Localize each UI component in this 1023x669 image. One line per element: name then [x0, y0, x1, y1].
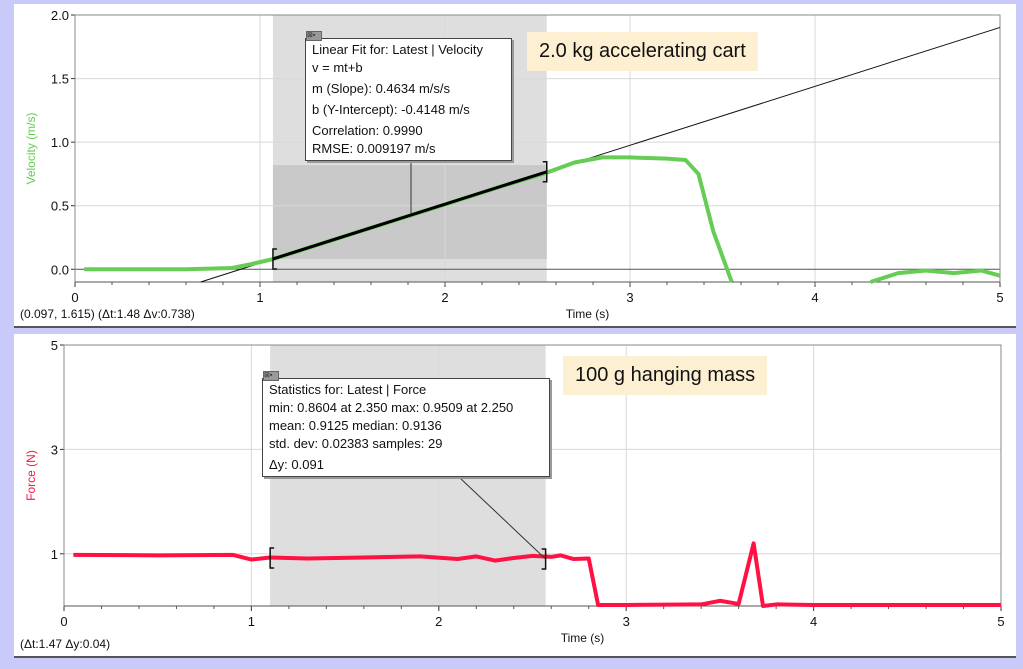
fit-segment	[272, 170, 548, 261]
data-series-line-segment	[869, 268, 1001, 284]
x-tick-label: 3	[623, 614, 630, 629]
force-status: (Δt:1.47 Δy:0.04)	[20, 637, 111, 651]
x-tick-label: 3	[626, 290, 633, 305]
close-minimize-icon[interactable]: ⊠▪	[306, 31, 322, 41]
stats-mean: mean: 0.9125 median: 0.9136	[269, 418, 442, 433]
selection-bracket	[269, 547, 275, 569]
fit-slope: m (Slope): 0.4634 m/s/s	[312, 81, 450, 96]
fit-equation: v = mt+b	[312, 60, 363, 75]
x-tick-label: 1	[256, 290, 263, 305]
y-axis-label: Force (N)	[24, 450, 38, 501]
selection-bracket	[541, 548, 547, 570]
fit-intercept: b (Y-Intercept): -0.4148 m/s	[312, 102, 470, 117]
stats-title: Statistics for: Latest | Force	[269, 382, 427, 397]
x-axis-label: Time (s)	[566, 307, 610, 321]
x-tick-label: 5	[997, 614, 1004, 629]
selection-bracket	[542, 161, 548, 183]
y-tick-label: 5	[51, 338, 58, 353]
force-note: 100 g hanging mass	[563, 356, 768, 395]
stats-std: std. dev: 0.02383 samples: 29	[269, 436, 443, 451]
x-tick-label: 4	[810, 614, 817, 629]
statistics-callout[interactable]: ⊠▪ Statistics for: Latest | Force min: 0…	[262, 371, 550, 477]
x-tick-label: 0	[71, 290, 78, 305]
x-tick-label: 5	[996, 290, 1003, 305]
selection-bracket	[272, 248, 277, 270]
x-tick-label: 0	[60, 614, 67, 629]
y-tick-label: 1	[51, 547, 58, 562]
x-tick-label: 4	[811, 290, 818, 305]
x-tick-label: 2	[435, 614, 442, 629]
x-tick-label: 2	[441, 290, 448, 305]
y-axis-label: Velocity (m/s)	[24, 112, 38, 184]
x-tick-label: 1	[248, 614, 255, 629]
stats-dy: Δy: 0.091	[269, 457, 324, 472]
close-minimize-icon[interactable]: ⊠▪	[263, 371, 279, 381]
velocity-status: (0.097, 1.615) (Δt:1.48 Δv:0.738)	[20, 307, 195, 321]
y-tick-label: 2.0	[51, 8, 69, 23]
callout-leader	[459, 477, 546, 560]
x-axis-label: Time (s)	[561, 631, 605, 645]
y-tick-label: 0.0	[51, 262, 69, 277]
linear-fit-callout[interactable]: ⊠▪ Linear Fit for: Latest | Velocity v =…	[305, 31, 512, 161]
y-tick-label: 3	[51, 442, 58, 457]
y-tick-label: 1.0	[51, 135, 69, 150]
fit-title: Linear Fit for: Latest | Velocity	[312, 42, 484, 57]
fit-rmse: RMSE: 0.009197 m/s	[312, 141, 436, 156]
velocity-note: 2.0 kg accelerating cart	[527, 32, 758, 71]
stats-minmax: min: 0.8604 at 2.350 max: 0.9509 at 2.25…	[269, 400, 514, 415]
y-tick-label: 1.5	[51, 72, 69, 87]
fit-correlation: Correlation: 0.9990	[312, 123, 423, 138]
y-tick-label: 0.5	[51, 199, 69, 214]
